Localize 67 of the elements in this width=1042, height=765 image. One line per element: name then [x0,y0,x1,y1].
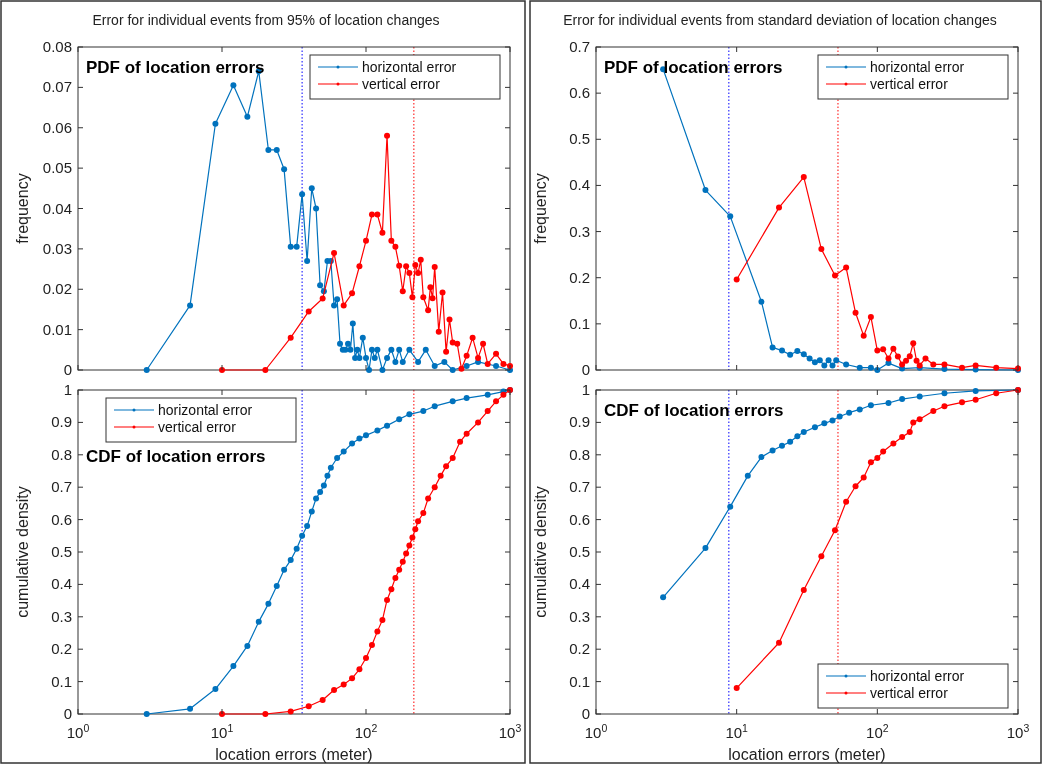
x-tick-label: 10$^{3}$ [1006,722,1030,741]
y-tick-label: 0.9 [569,413,590,431]
y-tick-label: 0.8 [51,445,72,463]
legend-label: horizontal error [362,59,457,75]
y-axis-title: cumulative density [532,486,549,618]
annotation: CDF of location errors [604,401,784,420]
y-tick-label: 0.04 [42,199,72,217]
y-tick-label: 0.2 [569,268,590,286]
y-tick-label: 0.06 [42,118,72,136]
y-tick-label: 0.1 [569,672,590,690]
y-tick-label: 0.2 [569,640,590,658]
y-tick-label: 1 [581,381,590,398]
annotation: CDF of location errors [86,447,266,466]
y-tick-label: 0.6 [569,510,590,528]
y-axis-title: frequency [532,173,549,244]
y-tick-label: 0.01 [42,320,72,338]
annotation: PDF of location errors [604,58,783,77]
y-tick-label: 1 [63,381,72,398]
y-tick-label: 0.2 [51,640,72,658]
x-tick-label: 10$^{2}$ [866,722,889,741]
legend-label: horizontal error [158,402,253,418]
y-tick-label: 0.3 [569,607,590,625]
y-tick-label: 0.9 [51,413,72,431]
y-tick-label: 0.4 [51,575,72,593]
x-tick-label: 10$^{0}$ [584,722,608,741]
x-axis-title: location errors (meter) [728,746,886,763]
x-tick-label: 10$^{3}$ [498,722,522,741]
y-tick-label: 0 [63,361,72,378]
annotation: PDF of location errors [86,58,265,77]
y-axis-title: frequency [14,173,31,244]
y-tick-label: 0.4 [569,176,590,194]
y-tick-label: 0.5 [569,130,590,148]
y-tick-label: 0.7 [569,478,590,496]
legend-label: vertical error [870,685,949,701]
y-tick-label: 0.7 [569,38,590,55]
x-axis-title: location errors (meter) [215,746,373,763]
x-tick-label: 10$^{0}$ [66,722,90,741]
y-tick-label: 0.05 [42,159,72,177]
y-tick-label: 0 [581,361,590,378]
legend-label: vertical error [870,76,949,92]
y-tick-label: 0.6 [569,84,590,102]
y-tick-label: 0.3 [51,607,72,625]
y-tick-label: 0.6 [51,510,72,528]
y-tick-label: 0.1 [51,672,72,690]
x-tick-label: 10$^{1}$ [210,722,234,741]
legend-label: horizontal error [870,59,965,75]
chart-title: Error for individual events from standard deviation of location changes [563,12,997,28]
y-tick-label: 0.7 [51,478,72,496]
legend-label: vertical error [158,419,237,435]
legend-label: horizontal error [870,668,965,684]
y-tick-label: 0.1 [569,314,590,332]
y-tick-label: 0.02 [42,280,72,298]
y-tick-label: 0.08 [42,38,72,55]
y-tick-label: 0.5 [569,543,590,560]
y-tick-label: 0.4 [569,575,590,593]
y-tick-label: 0.8 [569,445,590,463]
chart-title: Error for individual events from 95% of location changes [92,12,440,28]
x-tick-label: 10$^{1}$ [725,722,749,741]
y-tick-label: 0.5 [51,543,72,560]
y-axis-title: cumulative density [14,486,31,618]
y-tick-label: 0.07 [42,78,72,96]
y-tick-label: 0 [581,705,590,722]
y-tick-label: 0.3 [569,222,590,240]
legend-label: vertical error [362,76,441,92]
y-tick-label: 0 [63,705,72,722]
y-tick-label: 0.03 [42,239,72,257]
x-tick-label: 10$^{2}$ [354,722,378,741]
